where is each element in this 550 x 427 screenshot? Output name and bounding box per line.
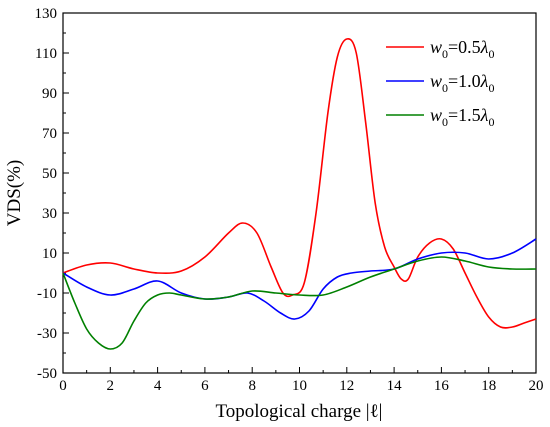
x-tick-label: 6	[201, 378, 209, 394]
x-tick-label: 2	[107, 378, 115, 394]
y-tick-label: 10	[42, 246, 57, 262]
y-tick-label: 70	[42, 126, 57, 142]
y-tick-label: -30	[37, 326, 57, 342]
y-tick-label: 30	[42, 206, 57, 222]
legend-label-2: w0=1.0λ0	[430, 71, 494, 95]
y-tick-label: 90	[42, 86, 57, 102]
x-tick-label: 4	[154, 378, 162, 394]
x-tick-label: 14	[387, 378, 403, 394]
x-tick-label: 16	[434, 378, 450, 394]
plot-frame	[62, 12, 537, 374]
x-tick-label: 0	[59, 378, 67, 394]
x-tick-label: 18	[481, 378, 496, 394]
x-axis-ticks: 0 2 4 6 8 10 12 14 16 18 20	[59, 367, 544, 394]
legend: w0=0.5λ0 w0=1.0λ0 w0=1.5λ0	[386, 37, 494, 129]
legend-label-3: w0=1.5λ0	[430, 105, 494, 129]
x-tick-label: 12	[339, 378, 354, 394]
x-tick-label: 20	[529, 378, 544, 394]
y-tick-label: 110	[35, 46, 57, 62]
y-tick-label: 50	[42, 166, 57, 182]
series-line-2	[62, 238, 537, 320]
series-line-3	[62, 256, 537, 350]
legend-label-1: w0=0.5λ0	[430, 37, 494, 61]
y-tick-label: -50	[37, 366, 57, 382]
series-layer	[62, 38, 537, 350]
x-tick-label: 10	[292, 378, 307, 394]
y-tick-label: 130	[35, 6, 58, 22]
y-axis-title: VDS(%)	[4, 160, 25, 227]
y-tick-label: -10	[37, 286, 57, 302]
x-axis-title: Topological charge |ℓ|	[216, 401, 383, 422]
y-axis-ticks: -50 -30 -10 10 30 50 70 90 110 130	[35, 6, 69, 382]
series-line-1	[62, 38, 537, 329]
x-tick-label: 8	[248, 378, 256, 394]
